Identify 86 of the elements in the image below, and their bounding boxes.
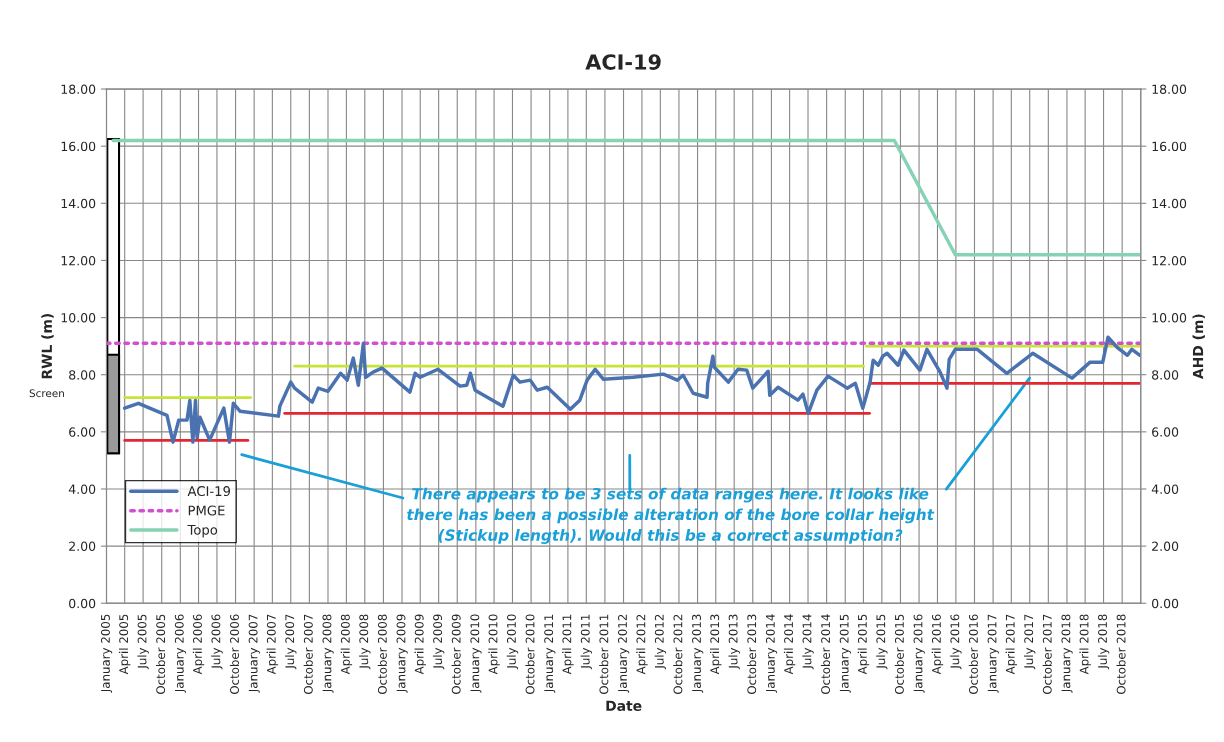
- x-tick-label: April 2012: [636, 614, 648, 675]
- x-tick-label: October 2007: [303, 614, 313, 695]
- x-tick-label: January 2008: [322, 614, 334, 693]
- x-tick-label: October 2006: [229, 614, 239, 695]
- y2-tick-label: 12.00: [1152, 255, 1187, 266]
- x-tick-label: January 2015: [839, 614, 851, 693]
- x-tick-label: January 2018: [1061, 614, 1073, 693]
- x-tick-label: October 2015: [894, 614, 904, 695]
- x-tick-label: July 2006: [211, 614, 223, 670]
- y2-tick-label: 18.00: [1152, 84, 1187, 94]
- x-tick-label: October 2014: [820, 614, 831, 695]
- x-tick-label: April 2014: [783, 614, 796, 675]
- y2-tick-label: 6.00: [1152, 427, 1179, 437]
- x-tick-label: July 2008: [359, 614, 371, 670]
- x-tick-label: January 2009: [396, 614, 408, 693]
- x-tick-label: April 2010: [488, 614, 500, 675]
- y-axis-title: RWL (m): [41, 313, 54, 379]
- y2-tick-label: 16.00: [1152, 141, 1187, 152]
- x-tick-label: July 2010: [506, 614, 519, 670]
- x-tick-label: April 2011: [562, 614, 574, 675]
- line-series: [122, 335, 1141, 444]
- y-tick-label: 18.00: [61, 84, 96, 94]
- x-tick-label: October 2018: [1116, 614, 1126, 695]
- x-tick-label: July 2011: [580, 614, 593, 670]
- y2-tick-label: 0.00: [1152, 598, 1179, 609]
- x-tick-label: July 2016: [950, 614, 962, 670]
- x-tick-label: January 2013: [692, 614, 704, 693]
- x-tick-label: July 2009: [432, 614, 445, 670]
- y2-tick-label: 2.00: [1152, 541, 1179, 552]
- y2-tick-label: 8.00: [1152, 370, 1179, 380]
- x-tick-label: January 2011: [544, 614, 556, 693]
- y2-tick-label: 14.00: [1152, 198, 1187, 209]
- x-tick-label: January 2007: [248, 614, 260, 693]
- y-tick-label: 0.00: [69, 598, 96, 609]
- x-tick-label: October 2012: [673, 614, 683, 695]
- y-tick-label: 2.00: [69, 541, 96, 552]
- y2-tick-label: 10.00: [1152, 313, 1187, 323]
- x-tick-label: April 2008: [340, 614, 353, 675]
- x-axis-title: Date: [606, 700, 642, 712]
- x-tick-label: April 2018: [1079, 614, 1091, 675]
- x-tick-label: April 2006: [192, 614, 205, 675]
- x-tick-label: April 2005: [118, 614, 131, 675]
- annotation: There appears to be 3 sets of data ranges here. It looks like there has been a possible alteration of the bore collar height (Stickup length). Would this be a correct assumption?: [407, 487, 935, 544]
- x-tick-label: July 2015: [876, 614, 888, 670]
- x-tick-label: January 2010: [470, 614, 482, 693]
- y-tick-label: 16.00: [61, 141, 96, 152]
- x-tick-label: January 2017: [987, 614, 999, 693]
- x-tick-label: October 2008: [377, 614, 387, 695]
- legend-label: Topo: [187, 525, 218, 538]
- x-tick-label: July 2018: [1097, 614, 1110, 670]
- y2-tick-label: 4.00: [1151, 484, 1179, 494]
- x-tick-label: October 2005: [156, 614, 166, 695]
- x-tick-label: April 2007: [266, 614, 279, 675]
- x-tick-label: April 2009: [414, 614, 426, 675]
- x-tick-label: October 2016: [968, 614, 978, 695]
- x-tick-label: October 2017: [1042, 614, 1052, 695]
- chart-title: ACI-19: [585, 54, 661, 70]
- x-tick-label: July 2017: [1024, 614, 1036, 670]
- x-tick-label: October 2009: [451, 614, 461, 695]
- x-tick-label: October 2013: [747, 614, 757, 695]
- y-tick-label: 10.00: [61, 313, 96, 323]
- legend-label: ACI-19: [187, 486, 231, 497]
- x-tick-label: July 2007: [285, 614, 297, 670]
- x-tick-label: April 2017: [1005, 614, 1018, 675]
- x-tick-label: January 2005: [100, 614, 113, 693]
- text: Screen: [29, 389, 64, 398]
- x-tick-label: April 2016: [931, 614, 944, 675]
- y-tick-label: 4.00: [68, 484, 96, 494]
- x-tick-label: July 2012: [654, 614, 667, 670]
- legend-label: PMGE: [188, 505, 225, 516]
- x-tick-label: July 2013: [728, 614, 740, 670]
- x-tick-label: April 2015: [857, 614, 870, 675]
- y-tick-label: 8.00: [69, 370, 96, 380]
- x-tick-label: January 2006: [174, 614, 187, 693]
- x-tick-label: July 2014: [802, 614, 814, 670]
- x-tick-label: January 2014: [765, 614, 778, 693]
- y2-axis-title: AHD (m): [1192, 314, 1205, 380]
- y-tick-label: 6.00: [69, 427, 96, 437]
- y-tick-label: 12.00: [61, 255, 96, 266]
- x-tick-label: October 2010: [525, 614, 535, 695]
- y-tick-label: 14.00: [61, 198, 96, 209]
- x-tick-label: July 2005: [137, 614, 149, 670]
- x-tick-label: October 2011: [599, 614, 609, 695]
- x-tick-label: January 2012: [618, 614, 630, 693]
- x-tick-label: April 2013: [710, 614, 722, 675]
- x-tick-label: January 2016: [913, 614, 925, 693]
